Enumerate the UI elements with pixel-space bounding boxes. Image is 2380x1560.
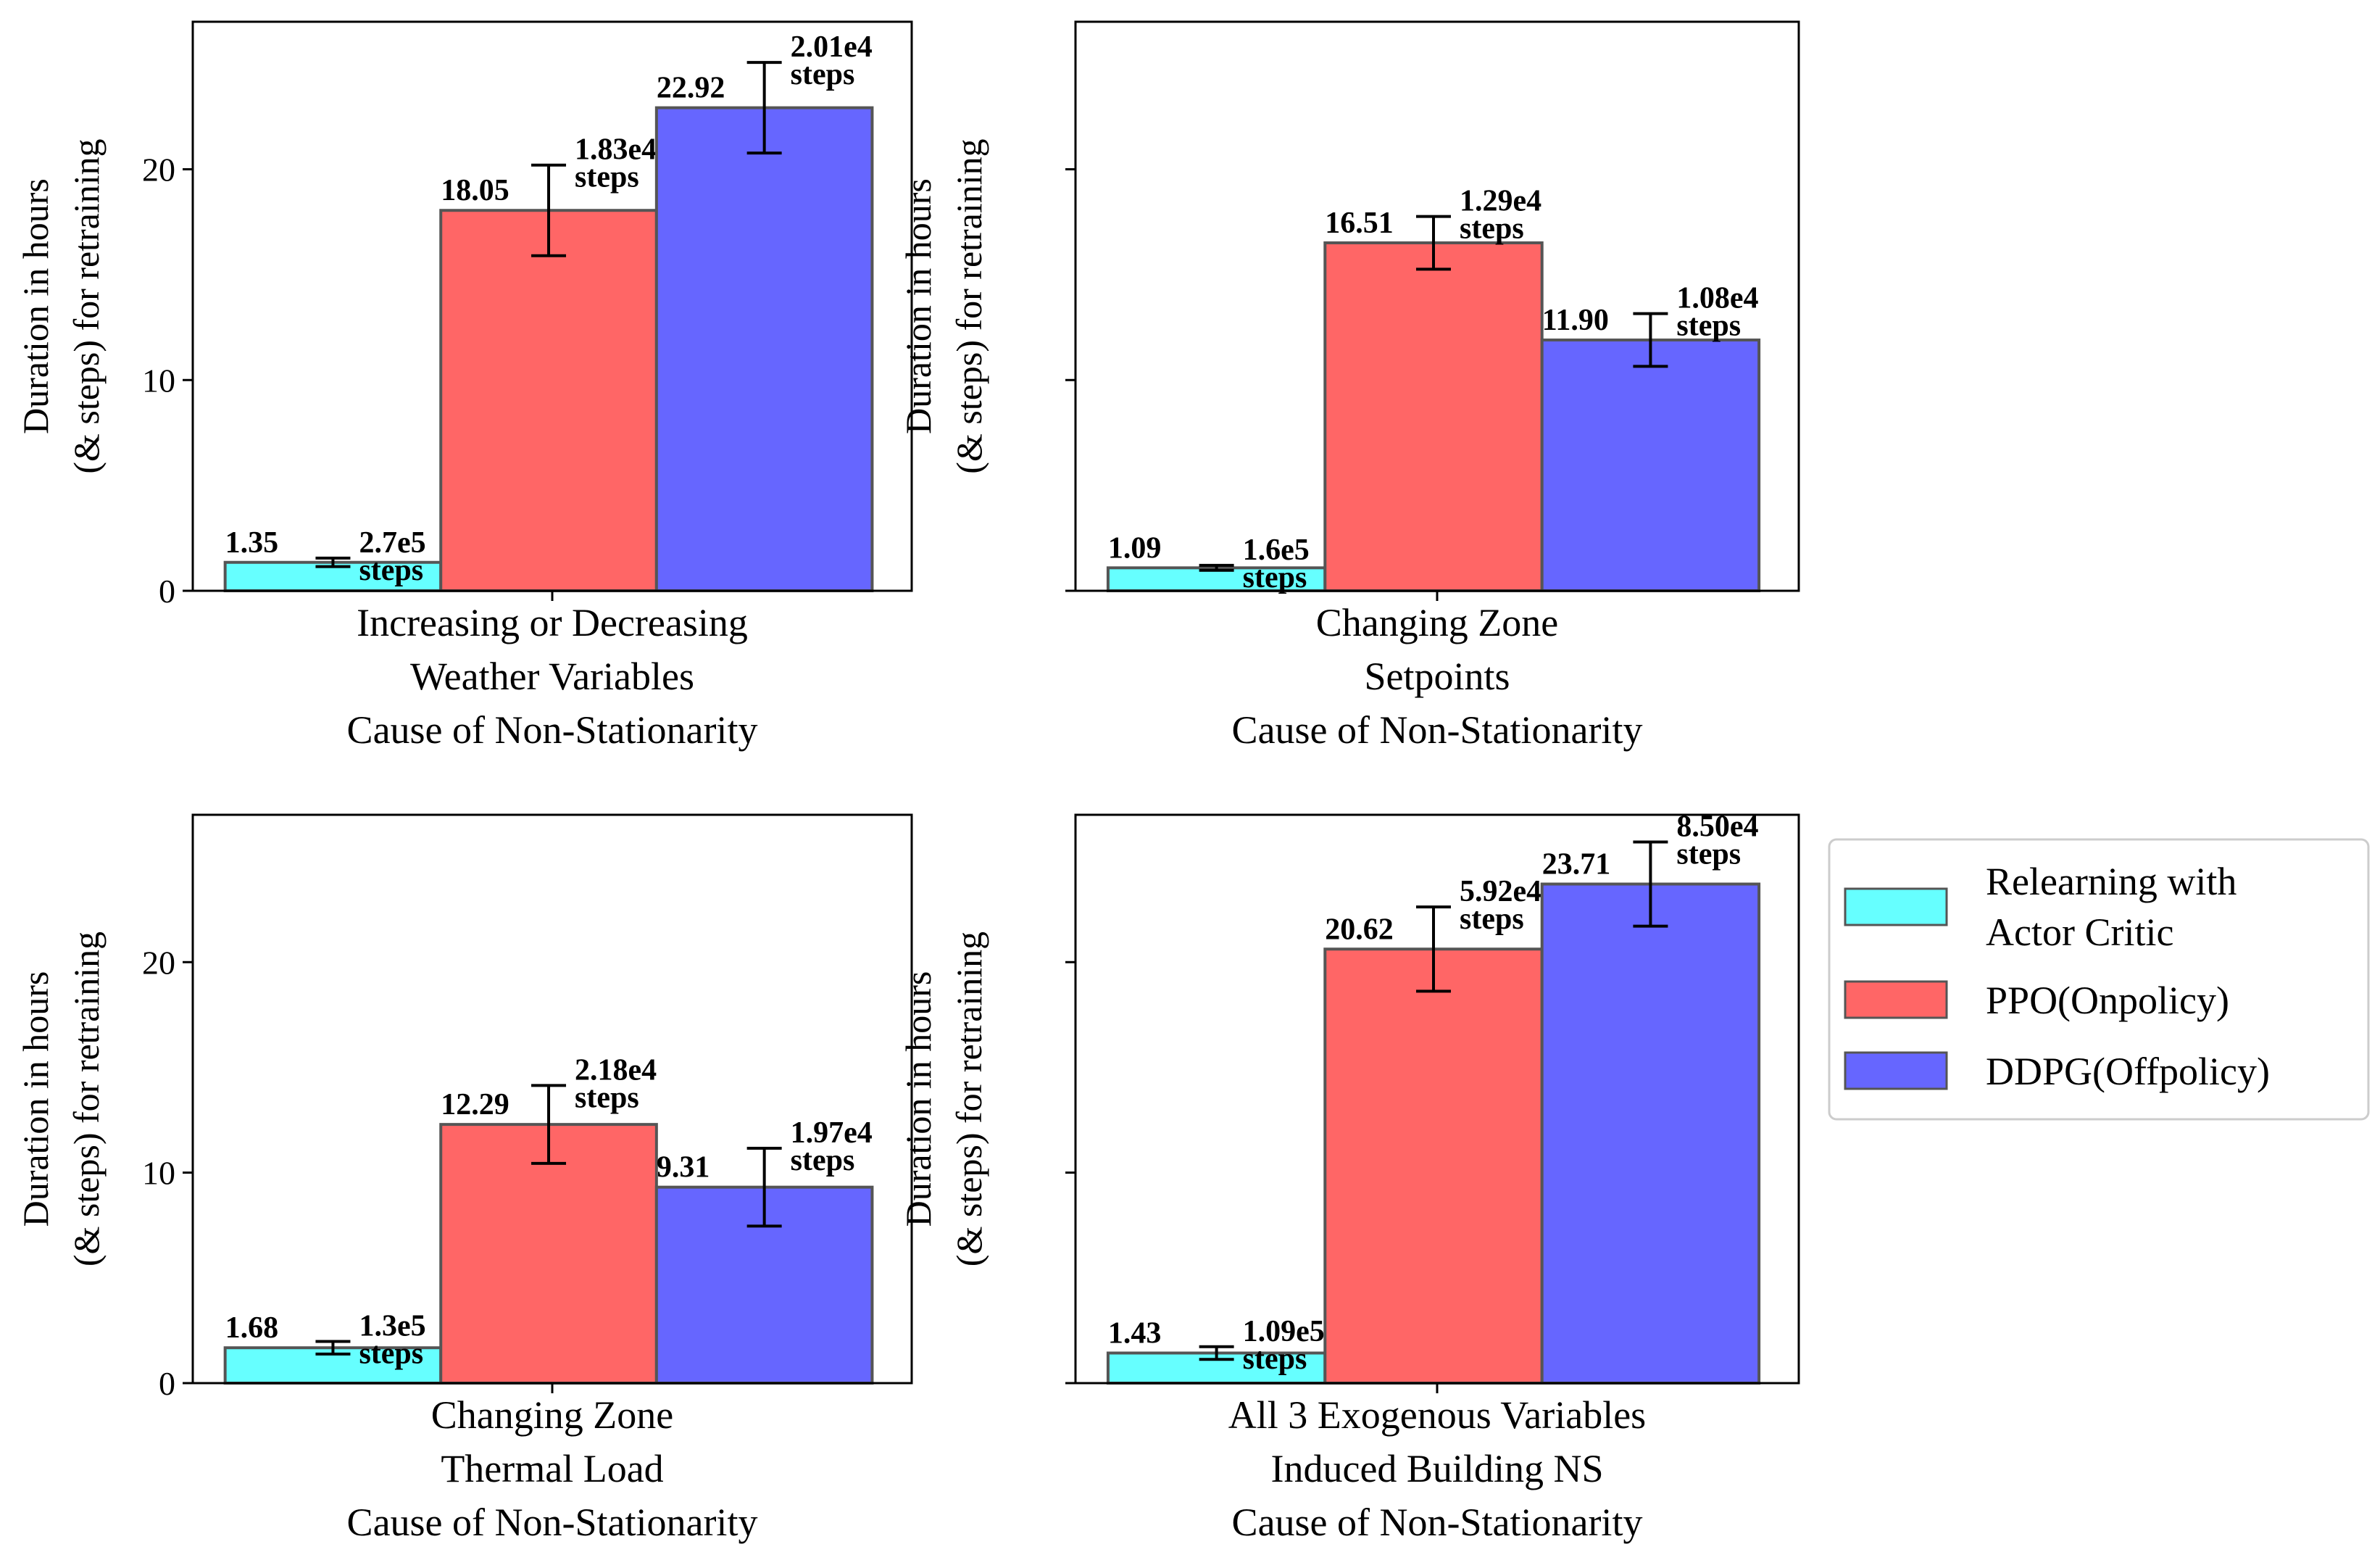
steps-value-1-1: 2.7e5: [359, 526, 425, 560]
y-axis-label-1-2: (& steps) for retraining: [66, 138, 107, 473]
subplot-4: 1.43 1.09e5steps20.625.92e4steps23.718.50…: [898, 810, 1800, 1544]
legend-frame: [1828, 838, 2370, 1121]
ytick-label-3-0: 0: [159, 1365, 175, 1402]
steps-word-4-2: steps: [1460, 903, 1524, 936]
y-axis-label-4-1: Duration in hours: [898, 971, 939, 1227]
value-label-4-3: 23.71: [1542, 848, 1611, 881]
steps-value-2-2: 1.29e4: [1460, 185, 1541, 218]
legend-swatch-3: [1844, 1051, 1948, 1090]
steps-value-4-1: 1.09e5: [1243, 1315, 1325, 1348]
x-axis-label-3-2: Thermal Load: [441, 1447, 663, 1490]
value-label-2-2: 16.51: [1325, 207, 1394, 240]
y-axis-label-2-2: (& steps) for retraining: [949, 138, 989, 473]
bar-2-3: [1540, 339, 1761, 592]
steps-value-2-1: 1.6e5: [1243, 534, 1310, 567]
legend-label-3-1: DDPG(Offpolicy): [1986, 1050, 2270, 1093]
ytick-label-1-1: 10: [142, 362, 175, 399]
legend-label-1-1: Relearning with: [1986, 860, 2237, 903]
value-label-2-3: 11.90: [1542, 304, 1609, 337]
legend-label-1-2: Actor Critic: [1986, 910, 2173, 954]
value-label-2-1: 1.09: [1108, 531, 1162, 565]
x-axis-label-1-1: Increasing or Decreasing: [357, 601, 748, 644]
x-axis-label-3-1: Changing Zone: [431, 1393, 673, 1437]
steps-value-3-3: 1.97e4: [791, 1116, 873, 1150]
steps-word-3-3: steps: [791, 1144, 855, 1177]
legend-swatch-2: [1844, 980, 1948, 1019]
ytick-label-3-1: 10: [142, 1155, 175, 1192]
steps-word-3-1: steps: [359, 1337, 423, 1371]
subplot-2: 1.09 1.6e5steps16.511.29e4steps11.901.08e…: [898, 20, 1800, 752]
value-label-3-1: 1.68: [225, 1311, 279, 1345]
bar-3-2: [439, 1123, 658, 1385]
value-label-1-3: 22.92: [657, 72, 725, 105]
value-label-1-2: 18.05: [441, 174, 509, 207]
x-axis-label-4-1: All 3 Exogenous Variables: [1228, 1393, 1646, 1437]
value-label-4-2: 20.62: [1325, 913, 1394, 946]
value-label-3-2: 12.29: [441, 1088, 509, 1121]
steps-word-4-1: steps: [1243, 1343, 1307, 1376]
y-axis-label-3-1: Duration in hours: [15, 971, 56, 1227]
x-axis-label-4-3: Cause of Non-Stationarity: [1232, 1501, 1643, 1544]
steps-word-2-3: steps: [1676, 310, 1741, 343]
value-label-4-1: 1.43: [1108, 1316, 1162, 1350]
y-axis-label-1-1: Duration in hours: [15, 178, 56, 434]
subplot-3: 1.68 1.3e5steps12.292.18e4steps9.311.97e4…: [15, 813, 913, 1544]
legend-label-2-1: PPO(Onpolicy): [1986, 979, 2229, 1022]
value-label-3-3: 9.31: [657, 1151, 710, 1184]
steps-word-1-3: steps: [791, 58, 855, 91]
steps-value-1-3: 2.01e4: [791, 30, 873, 64]
value-label-1-1: 1.35: [225, 526, 279, 560]
subplot-1: 1.35 2.7e5steps18.051.83e4steps22.922.01e…: [15, 20, 913, 752]
legend-swatch-1: [1844, 887, 1948, 926]
bar-2-2: [1323, 241, 1544, 592]
steps-word-2-1: steps: [1243, 561, 1307, 594]
steps-word-3-2: steps: [575, 1081, 639, 1114]
x-axis-label-3-3: Cause of Non-Stationarity: [347, 1501, 758, 1544]
steps-value-3-2: 2.18e4: [575, 1053, 657, 1087]
x-axis-label-1-2: Weather Variables: [410, 655, 694, 698]
x-axis-label-1-3: Cause of Non-Stationarity: [347, 708, 758, 752]
bar-1-3: [654, 106, 874, 593]
steps-word-4-3: steps: [1676, 837, 1741, 871]
ytick-label-3-2: 20: [142, 944, 175, 981]
y-axis-label-3-2: (& steps) for retraining: [66, 932, 107, 1266]
ytick-label-1-0: 0: [159, 573, 175, 610]
bar-1-2: [439, 209, 658, 592]
steps-word-1-1: steps: [359, 554, 423, 587]
x-axis-label-2-1: Changing Zone: [1316, 601, 1558, 644]
ytick-label-1-2: 20: [142, 152, 175, 188]
x-axis-label-2-2: Setpoints: [1364, 655, 1510, 698]
steps-value-3-1: 1.3e5: [359, 1310, 425, 1343]
steps-value-2-3: 1.08e4: [1676, 282, 1758, 315]
bar-4-3: [1540, 882, 1761, 1385]
legend: Relearning with Actor Critic PPO(Onpolicy…: [1828, 838, 2370, 1121]
x-axis-label-4-2: Induced Building NS: [1271, 1447, 1604, 1490]
steps-value-1-2: 1.83e4: [575, 133, 657, 167]
y-axis-label-2-1: Duration in hours: [898, 178, 939, 434]
x-axis-label-2-3: Cause of Non-Stationarity: [1232, 708, 1643, 752]
bar-4-2: [1323, 947, 1544, 1385]
steps-word-1-2: steps: [575, 161, 639, 194]
steps-word-2-2: steps: [1460, 212, 1524, 246]
steps-value-4-2: 5.92e4: [1460, 875, 1541, 908]
y-axis-label-4-2: (& steps) for retraining: [949, 932, 989, 1266]
